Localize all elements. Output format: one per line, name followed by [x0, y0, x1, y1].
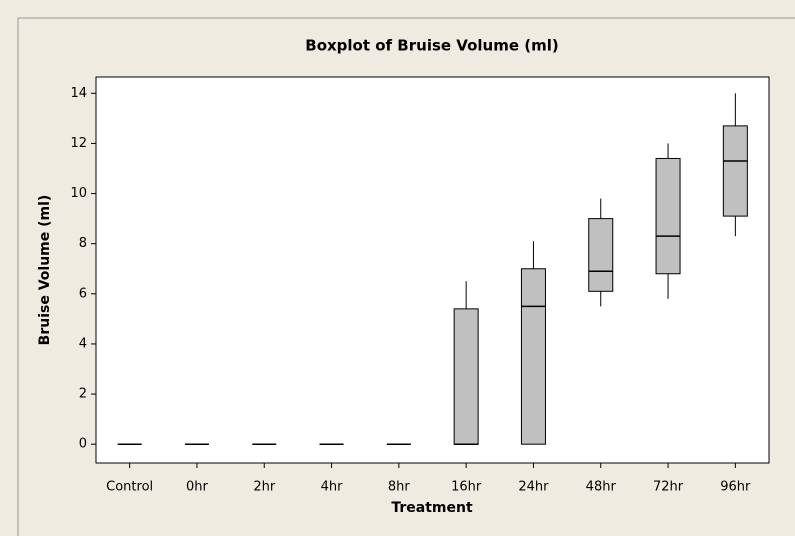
frame — [17, 17, 795, 536]
x-tick-label: 96hr — [720, 480, 751, 495]
y-tick-label: 4 — [79, 336, 87, 351]
x-tick-label: 8hr — [388, 480, 411, 495]
x-tick-label: 16hr — [451, 480, 482, 495]
y-axis-label: Bruise Volume (ml) — [37, 195, 53, 346]
box — [722, 125, 748, 217]
box — [588, 218, 614, 292]
x-tick-label: 48hr — [586, 480, 617, 495]
chart-title: Boxplot of Bruise Volume (ml) — [305, 37, 558, 55]
x-tick-label: 72hr — [653, 480, 684, 495]
box — [655, 157, 681, 275]
y-tick-label: 8 — [79, 236, 87, 251]
box — [520, 268, 546, 445]
y-tick-label: 14 — [70, 86, 87, 101]
x-tick-label: 24hr — [518, 480, 549, 495]
box — [453, 308, 479, 445]
x-tick-label: 0hr — [186, 480, 209, 495]
y-tick-label: 10 — [70, 186, 87, 201]
x-tick-label: 4hr — [321, 480, 344, 495]
y-tick-label: 12 — [70, 136, 87, 151]
x-tick-label: Control — [106, 480, 153, 495]
x-tick-label: 2hr — [253, 480, 276, 495]
x-axis-label: Treatment — [391, 500, 473, 516]
y-tick-label: 6 — [79, 286, 87, 301]
y-tick-label: 2 — [79, 387, 87, 402]
y-tick-label: 0 — [79, 437, 87, 452]
